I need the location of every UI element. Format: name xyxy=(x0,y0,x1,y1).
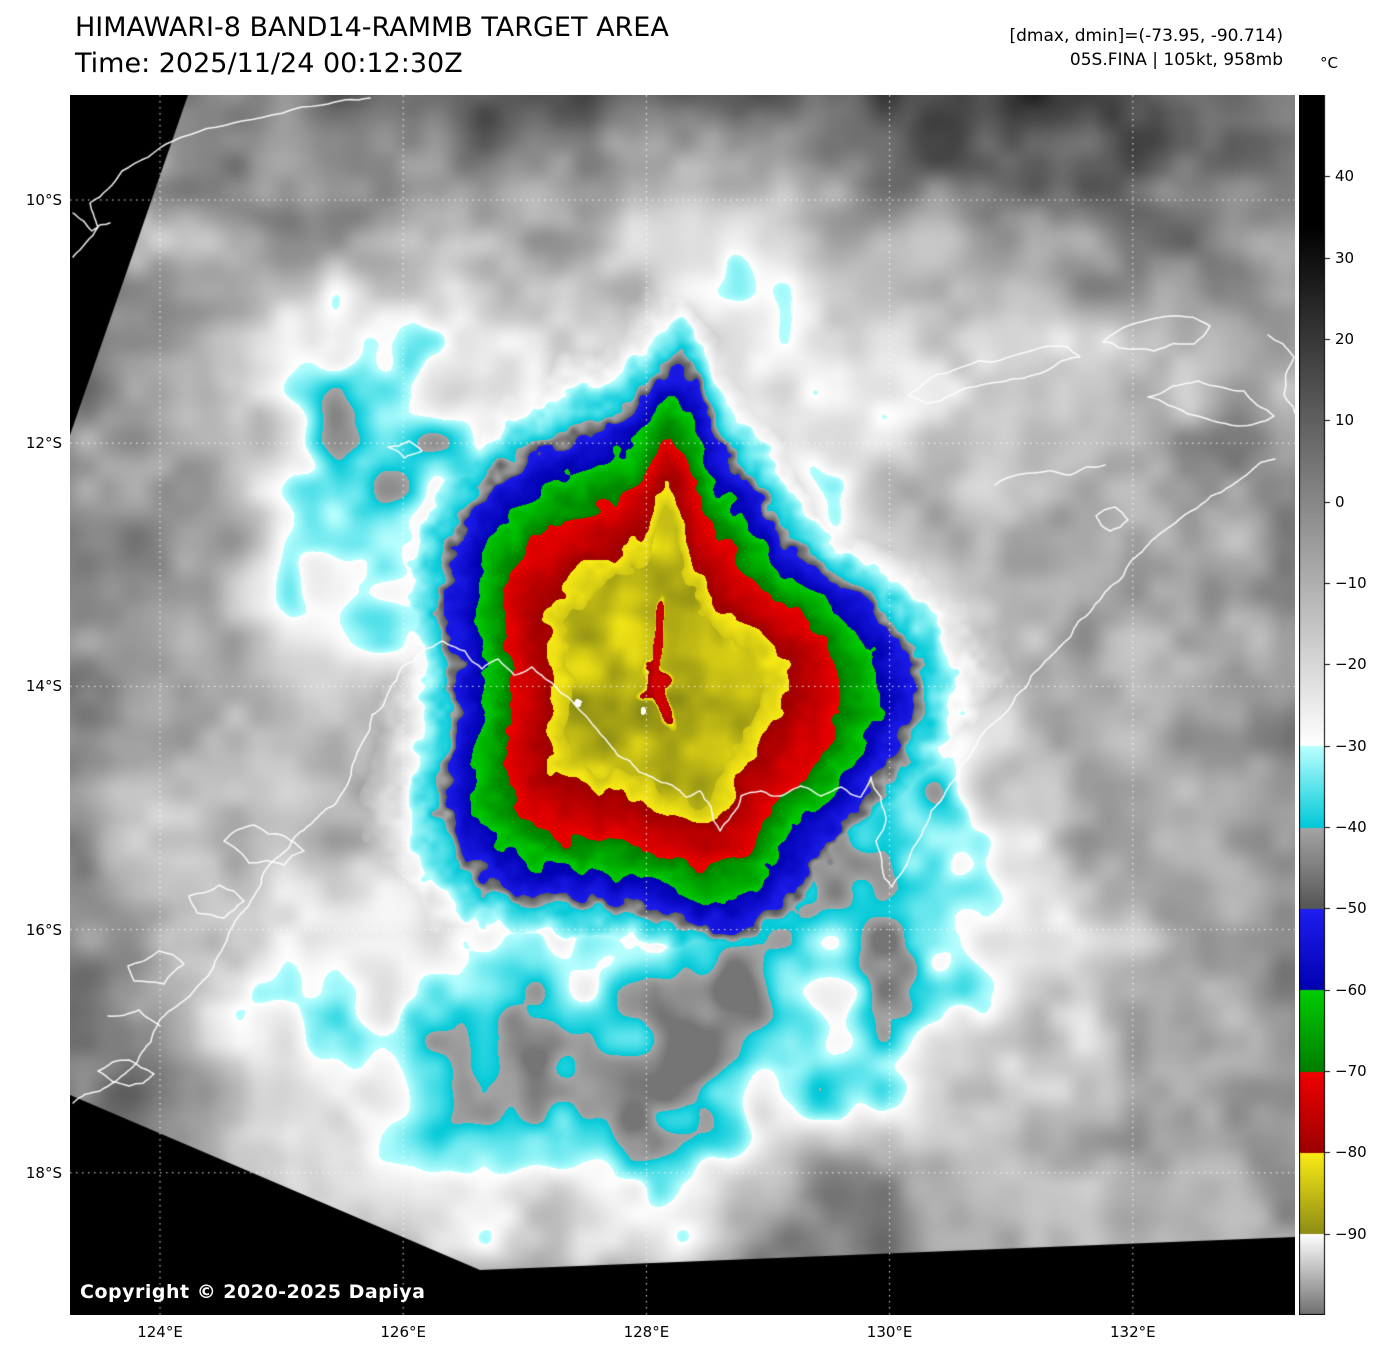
lat-label: 18°S xyxy=(25,1163,62,1182)
page-title: HIMAWARI-8 BAND14-RAMMB TARGET AREA xyxy=(75,12,669,43)
dmax-dmin-readout: [dmax, dmin]=(-73.95, -90.714) xyxy=(1009,26,1284,46)
storm-info: 05S.FINA | 105kt, 958mb xyxy=(1069,50,1283,70)
colorbar-tick-labels: 40 30 20 10 0 −10 −20 −30 −40 −50 −60 −70 −80 −90 xyxy=(1335,95,1387,1315)
colorbar-tick-label: −40 xyxy=(1335,818,1367,836)
colorbar-tick-label: 10 xyxy=(1335,411,1355,430)
colorbar-tick-label: −30 xyxy=(1335,736,1367,755)
lat-label: 12°S xyxy=(25,434,62,453)
colorbar-tick-label: −90 xyxy=(1335,1224,1367,1243)
colorbar-tick-label: −60 xyxy=(1335,980,1367,999)
lat-label: 10°S xyxy=(25,191,62,209)
lon-label: 128°E xyxy=(623,1323,670,1341)
time-label: Time: 2025/11/24 00:12:30Z xyxy=(75,48,463,79)
lon-label: 130°E xyxy=(866,1323,913,1341)
colorbar-tick-label: 40 xyxy=(1335,167,1355,186)
colorbar-unit-label: °C xyxy=(1320,54,1338,72)
copyright-text: Copyright © 2020-2025 Dapiya xyxy=(80,1281,426,1303)
lon-label: 132°E xyxy=(1109,1323,1156,1341)
lat-label: 16°S xyxy=(25,920,62,939)
latitude-axis-labels: 10°S 12°S 14°S 16°S 18°S xyxy=(0,95,62,1315)
colorbar-tick-label: −50 xyxy=(1335,899,1367,918)
colorbar-tick-label: −10 xyxy=(1335,574,1367,592)
colorbar-tick-label: 0 xyxy=(1335,492,1345,511)
satellite-image-canvas xyxy=(70,95,1295,1315)
lon-label: 126°E xyxy=(380,1323,426,1341)
lat-label: 14°S xyxy=(25,677,62,696)
colorbar-tick-label: −20 xyxy=(1335,655,1367,674)
lon-label: 124°E xyxy=(137,1323,183,1341)
colorbar xyxy=(1299,95,1331,1315)
longitude-axis-labels: 124°E 126°E 128°E 130°E 132°E xyxy=(70,1322,1295,1352)
colorbar-tick-label: 20 xyxy=(1335,330,1355,348)
colorbar-tick-label: −70 xyxy=(1335,1062,1367,1080)
colorbar-tick-label: 30 xyxy=(1335,248,1355,267)
colorbar-tick-label: −80 xyxy=(1335,1143,1367,1162)
